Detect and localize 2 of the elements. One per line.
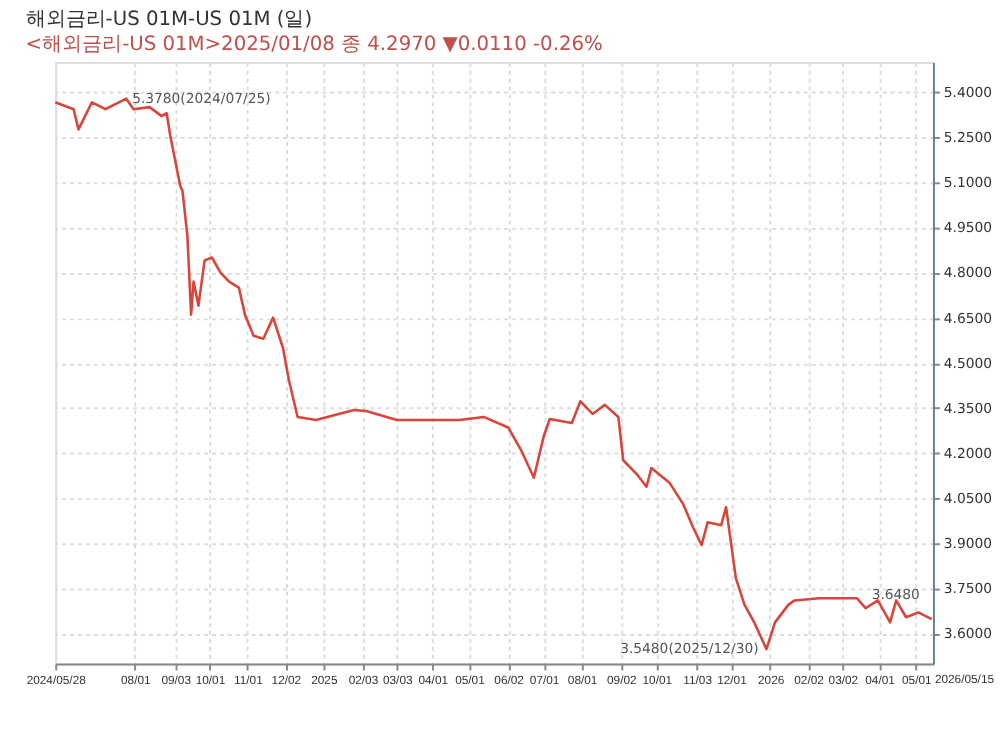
chart-subtitle: <해외금리-US 01M>2025/01/08 종 4.2970 ▼0.0110 -0.26% [25, 34, 603, 57]
chart-title: 해외금리-US 01M-US 01M (일) [25, 8, 313, 31]
